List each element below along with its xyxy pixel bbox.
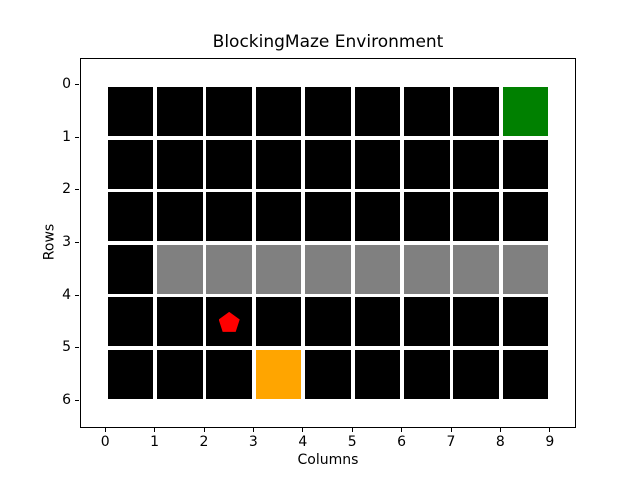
maze-cell-r0-c0-black [107, 87, 154, 137]
maze-cell-r4-c5-black [354, 297, 401, 347]
maze-grid [81, 59, 575, 427]
maze-cell-r1-c7-black [453, 139, 500, 189]
plot-title: BlockingMaze Environment [212, 32, 444, 52]
maze-cell-r2-c6-black [403, 192, 450, 242]
maze-cell-r1-c5-black [354, 139, 401, 189]
x-tick-label-5: 5 [347, 434, 357, 450]
maze-cell-r2-c3-black [255, 192, 302, 242]
maze-cell-r2-c2-black [206, 192, 253, 242]
maze-cell-r4-c4-black [305, 297, 351, 347]
maze-cell-r5-c8-black [502, 349, 549, 399]
maze-cell-r0-c1-black [156, 87, 203, 137]
x-tick-label-0: 0 [100, 434, 110, 450]
maze-cell-r5-c4-black [305, 349, 351, 399]
y-tick-mark-4 [75, 294, 79, 296]
maze-cell-r0-c3-black [255, 87, 302, 137]
maze-cell-r1-c0-black [107, 139, 154, 189]
maze-cell-r5-c7-black [453, 349, 500, 399]
maze-cell-r4-c8-black [502, 297, 549, 347]
maze-cell-r4-c1-black [156, 297, 203, 347]
maze-cell-r1-c2-black [206, 139, 253, 189]
maze-cell-r4-c7-black [453, 297, 500, 347]
maze-cell-r2-c5-black [354, 192, 401, 242]
maze-cell-r1-c3-black [255, 139, 302, 189]
x-tick-label-3: 3 [248, 434, 258, 450]
maze-cell-r5-c6-black [403, 349, 450, 399]
maze-cell-r2-c1-black [156, 192, 203, 242]
x-tick-mark-6 [401, 428, 403, 432]
maze-cell-r1-c6-black [403, 139, 450, 189]
x-tick-label-2: 2 [199, 434, 209, 450]
x-tick-mark-8 [499, 428, 501, 432]
maze-cell-r3-c8-gray [502, 244, 549, 294]
maze-cell-r1-c8-black [502, 139, 549, 189]
y-axis-label: Rows [41, 223, 58, 261]
maze-cell-r1-c4-black [305, 139, 351, 189]
maze-cell-r3-c1-gray [156, 244, 203, 294]
y-tick-label-5: 5 [62, 339, 71, 356]
maze-cell-r5-c5-black [354, 349, 401, 399]
maze-cell-r5-c3-orange [255, 349, 302, 399]
maze-cell-r4-c6-black [403, 297, 450, 347]
maze-cell-r0-c5-black [354, 87, 401, 137]
maze-cell-r3-c0-black [107, 244, 154, 294]
maze-cell-r0-c8-green [502, 87, 549, 137]
maze-cell-r3-c4-gray [305, 244, 351, 294]
axes [80, 58, 576, 428]
y-tick-mark-1 [75, 136, 79, 138]
maze-cell-r3-c6-gray [403, 244, 450, 294]
maze-cell-r0-c4-black [305, 87, 351, 137]
y-tick-label-6: 6 [62, 391, 71, 408]
x-tick-mark-3 [252, 428, 254, 432]
maze-cell-r3-c5-gray [354, 244, 401, 294]
y-tick-mark-6 [75, 399, 79, 401]
x-tick-mark-0 [104, 428, 106, 432]
maze-cell-r2-c7-black [453, 192, 500, 242]
y-tick-label-4: 4 [62, 286, 71, 303]
maze-cell-r5-c1-black [156, 349, 203, 399]
x-tick-mark-2 [203, 428, 205, 432]
y-tick-mark-0 [75, 84, 79, 86]
maze-cell-r3-c3-gray [255, 244, 302, 294]
x-tick-label-7: 7 [446, 434, 456, 450]
x-tick-mark-7 [450, 428, 452, 432]
maze-cell-r0-c6-black [403, 87, 450, 137]
x-tick-label-1: 1 [150, 434, 160, 450]
x-tick-label-4: 4 [298, 434, 308, 450]
maze-cell-r0-c7-black [453, 87, 500, 137]
maze-cell-r5-c0-black [107, 349, 154, 399]
maze-cell-r1-c1-black [156, 139, 203, 189]
x-tick-label-8: 8 [495, 434, 505, 450]
maze-cell-r3-c7-gray [453, 244, 500, 294]
y-tick-label-2: 2 [62, 181, 71, 198]
x-axis-label: Columns [297, 452, 359, 468]
y-tick-label-1: 1 [62, 128, 71, 145]
maze-cell-r0-c2-black [206, 87, 253, 137]
x-tick-label-9: 9 [545, 434, 555, 450]
y-tick-mark-3 [75, 242, 79, 243]
y-tick-mark-2 [75, 189, 79, 191]
x-tick-mark-9 [549, 428, 551, 432]
y-tick-label-0: 0 [62, 76, 71, 93]
x-tick-mark-1 [154, 428, 156, 432]
y-tick-mark-5 [75, 347, 79, 349]
maze-cell-r2-c4-black [305, 192, 351, 242]
maze-cell-r2-c0-black [107, 192, 154, 242]
agent-pentagon-marker [218, 311, 240, 332]
maze-cell-r4-c3-black [255, 297, 302, 347]
x-tick-mark-4 [302, 428, 304, 432]
maze-cell-r4-c0-black [107, 297, 154, 347]
x-tick-mark-5 [351, 428, 353, 432]
maze-cell-r3-c2-gray [206, 244, 253, 294]
maze-cell-r5-c2-black [206, 349, 253, 399]
maze-cell-r2-c8-black [502, 192, 549, 242]
x-tick-label-6: 6 [397, 434, 407, 450]
